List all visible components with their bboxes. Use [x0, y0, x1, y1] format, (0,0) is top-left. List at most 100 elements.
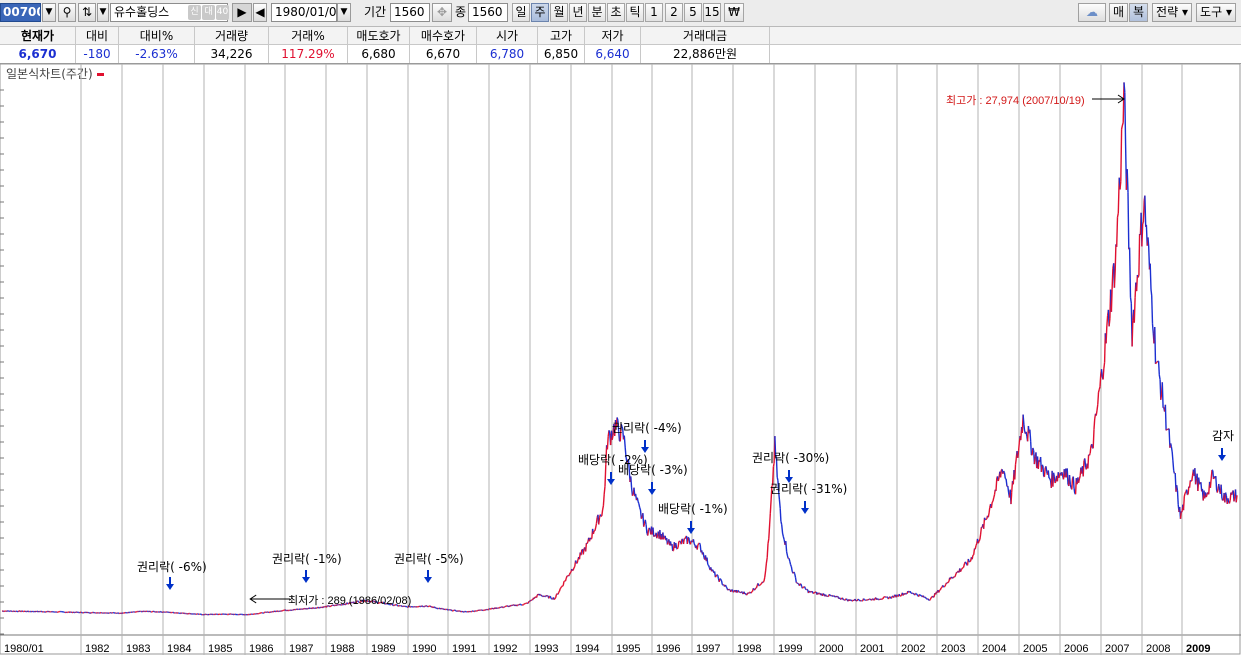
price-segment	[317, 606, 320, 609]
interval-button-11[interactable]: ₩	[724, 3, 744, 22]
price-segment	[86, 611, 88, 614]
price-segment	[100, 611, 103, 614]
price-segment	[533, 596, 536, 599]
price-segment	[967, 558, 970, 562]
price-segment	[529, 599, 532, 602]
stock-code-input[interactable]: 00700	[0, 3, 41, 22]
margin-tag: 40	[216, 5, 229, 20]
date-input[interactable]: 1980/01/04	[271, 3, 344, 22]
sort-dropdown-button[interactable]: ▼	[97, 3, 109, 22]
price-segment	[780, 521, 783, 525]
price-segment	[1176, 485, 1179, 491]
price-segment	[87, 611, 90, 614]
price-segment	[803, 586, 807, 589]
price-segment	[927, 598, 930, 601]
price-segment	[1235, 495, 1238, 503]
price-segment	[595, 523, 598, 528]
price-segment	[17, 610, 20, 613]
interval-button-5[interactable]: 초	[607, 3, 625, 22]
price-segment	[511, 604, 514, 607]
date-dropdown-button[interactable]: ▼	[337, 3, 351, 22]
price-segment	[945, 582, 948, 585]
count-input[interactable]: 1560	[468, 3, 508, 22]
sort-icon[interactable]: ⇅	[78, 3, 96, 22]
tools-button[interactable]: 도구 ▾	[1196, 3, 1236, 22]
period-input[interactable]: 1560	[390, 3, 430, 22]
price-segment	[818, 592, 820, 595]
price-segment	[620, 423, 623, 427]
x-tick-label: 2003	[941, 643, 965, 655]
right-button-1[interactable]: 매	[1109, 3, 1128, 22]
move-icon[interactable]: ✥	[432, 3, 452, 22]
price-segment	[1106, 315, 1109, 328]
search-icon[interactable]: ⚲	[58, 3, 76, 22]
play-button[interactable]: ▶	[232, 3, 252, 22]
price-segment	[9, 610, 11, 612]
price-segment	[433, 606, 436, 609]
right-button-2[interactable]: 복	[1129, 3, 1148, 22]
price-segment	[930, 596, 933, 599]
price-segment	[486, 608, 489, 611]
interval-button-10[interactable]: 15	[703, 3, 721, 22]
interval-button-4[interactable]: 분	[588, 3, 606, 22]
price-segment	[692, 539, 695, 544]
price-segment	[527, 601, 530, 604]
interval-button-9[interactable]: 5	[684, 3, 702, 22]
price-segment	[619, 424, 622, 442]
interval-button-6[interactable]: 틱	[626, 3, 644, 22]
price-segment	[275, 610, 278, 613]
price-segment	[1040, 464, 1043, 472]
price-segment	[606, 436, 609, 450]
strategy-label: 전략	[1156, 5, 1179, 19]
price-segment	[656, 534, 659, 539]
price-segment	[6, 610, 8, 612]
price-segment	[768, 524, 771, 539]
price-segment	[349, 601, 352, 604]
price-segment	[392, 604, 395, 607]
price-segment	[152, 610, 154, 613]
price-segment	[457, 610, 459, 612]
interval-button-3[interactable]: 년	[569, 3, 587, 22]
interval-button-8[interactable]: 2	[665, 3, 683, 22]
price-segment	[1154, 326, 1157, 364]
price-segment	[835, 595, 838, 598]
price-segment	[965, 562, 968, 565]
price-segment	[325, 605, 328, 608]
price-segment	[562, 581, 565, 586]
price-segment	[309, 607, 311, 610]
x-tick-label: 1984	[167, 643, 191, 655]
x-tick-label: 1991	[452, 643, 476, 655]
price-segment	[542, 595, 545, 598]
price-segment	[617, 420, 620, 432]
interval-button-7[interactable]: 1	[645, 3, 663, 22]
prev-button[interactable]: ◀	[253, 3, 267, 22]
price-segment	[263, 611, 265, 614]
quote-value-0: 6,670	[0, 45, 76, 63]
price-segment	[1138, 233, 1141, 276]
price-segment	[104, 612, 106, 614]
price-segment	[159, 610, 162, 613]
price-segment	[330, 604, 333, 607]
price-segment	[1092, 429, 1095, 449]
period-label: 기간	[364, 5, 387, 19]
price-segment	[436, 607, 438, 610]
price-segment	[990, 502, 993, 509]
price-segment	[602, 494, 605, 506]
strategy-button[interactable]: 전략 ▾	[1152, 3, 1192, 22]
price-segment	[197, 613, 200, 615]
price-segment	[676, 547, 679, 550]
price-segment	[947, 581, 950, 583]
cloud-icon[interactable]: ☁	[1078, 3, 1106, 22]
price-segment	[594, 527, 597, 531]
price-segment	[90, 612, 93, 614]
price-segment	[1095, 410, 1098, 416]
interval-button-2[interactable]: 월	[550, 3, 568, 22]
quote-header-4: 거래%	[269, 27, 348, 45]
interval-button-1[interactable]: 주	[531, 3, 549, 22]
code-dropdown-button[interactable]: ▼	[42, 3, 56, 22]
price-segment	[1097, 392, 1100, 405]
price-segment	[402, 605, 404, 608]
price-segment	[1228, 500, 1231, 504]
interval-button-0[interactable]: 일	[512, 3, 530, 22]
